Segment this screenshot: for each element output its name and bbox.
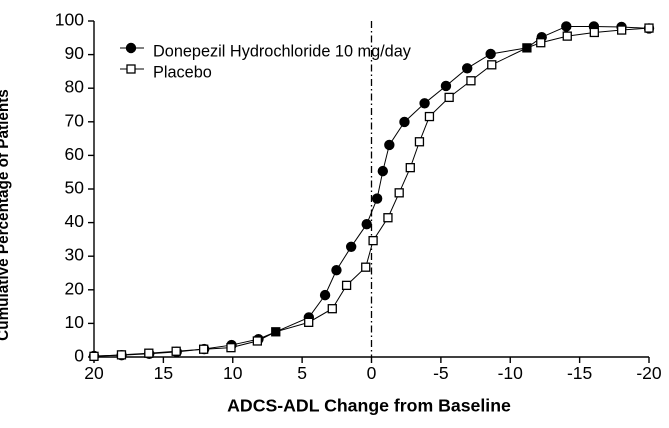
svg-text:20: 20 xyxy=(65,278,85,298)
svg-text:10: 10 xyxy=(65,312,85,332)
svg-text:60: 60 xyxy=(65,144,85,164)
svg-text:80: 80 xyxy=(65,77,85,97)
svg-text:10: 10 xyxy=(223,363,243,383)
svg-text:70: 70 xyxy=(65,110,85,130)
svg-text:90: 90 xyxy=(65,43,85,63)
svg-text:5: 5 xyxy=(297,363,307,383)
svg-text:0: 0 xyxy=(367,363,377,383)
svg-text:-15: -15 xyxy=(567,363,592,383)
svg-text:15: 15 xyxy=(154,363,173,383)
svg-text:20: 20 xyxy=(84,363,104,383)
svg-text:0: 0 xyxy=(74,346,84,366)
svg-text:100: 100 xyxy=(55,10,84,30)
svg-text:40: 40 xyxy=(65,211,85,231)
svg-text:-20: -20 xyxy=(636,363,662,383)
svg-text:50: 50 xyxy=(65,178,85,198)
svg-text:-10: -10 xyxy=(498,363,524,383)
svg-text:30: 30 xyxy=(65,245,85,265)
svg-text:-5: -5 xyxy=(433,363,449,383)
